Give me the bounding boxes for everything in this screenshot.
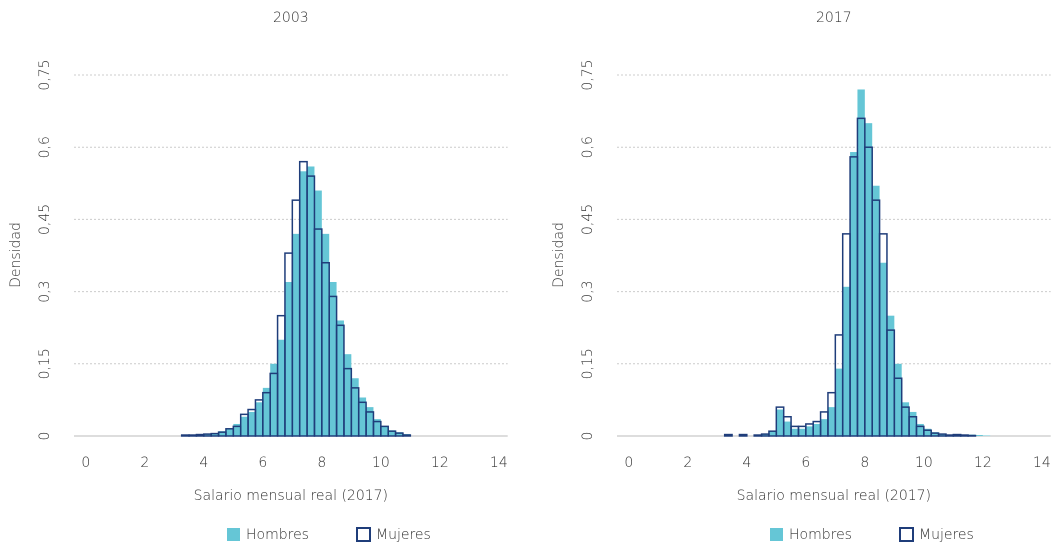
y-tick-label: 0 (37, 432, 53, 441)
chart-title: 2003 (273, 10, 309, 26)
histogram-bar (285, 282, 292, 436)
histogram-bar (248, 412, 255, 436)
x-axis-label: Salario mensual real (2017) (737, 488, 931, 504)
y-axis-label: Densidad (8, 222, 24, 288)
x-tick-label: 10 (372, 455, 390, 471)
histogram-bar (813, 424, 820, 436)
legend-label: Mujeres (919, 527, 974, 543)
histogram-bar (975, 435, 982, 436)
histogram-bar (300, 171, 307, 436)
x-tick-label: 6 (258, 455, 267, 471)
x-axis-label: Salario mensual real (2017) (194, 488, 388, 504)
histogram-bar (843, 287, 850, 436)
histogram-bar (857, 89, 864, 436)
histogram-bar (292, 234, 299, 436)
y-axis-label: Densidad (551, 222, 567, 288)
histogram-bar (255, 402, 262, 436)
y-tick-label: 0,15 (37, 348, 53, 379)
histogram-bar (725, 435, 732, 436)
histogram-bar (314, 191, 321, 436)
y-tick-label: 0,6 (37, 136, 53, 158)
histogram-bar (278, 340, 285, 436)
histogram-bar (776, 410, 783, 436)
histogram-bar (329, 282, 336, 436)
y-tick-label: 0 (580, 432, 596, 441)
x-tick-label: 6 (801, 455, 810, 471)
histogram-bar (953, 435, 960, 436)
x-tick-label: 12 (974, 455, 992, 471)
histogram-bar (344, 354, 351, 436)
y-tick-label: 0,45 (37, 204, 53, 235)
histogram-bar (739, 435, 746, 436)
legend-swatch (770, 528, 783, 541)
y-tick-label: 0,3 (37, 280, 53, 302)
histogram-bar (880, 263, 887, 436)
x-tick-label: 12 (431, 455, 449, 471)
y-tick-label: 0,75 (37, 59, 53, 90)
y-tick-label: 0,45 (580, 204, 596, 235)
x-tick-label: 14 (1033, 455, 1051, 471)
x-tick-label: 2 (140, 455, 149, 471)
histogram-bar (241, 417, 248, 436)
histogram-bar (307, 166, 314, 436)
legend-swatch (227, 528, 240, 541)
histogram-bar (337, 320, 344, 436)
x-tick-label: 0 (624, 455, 633, 471)
histogram-bar (828, 407, 835, 436)
histogram-bar (887, 316, 894, 436)
x-tick-label: 2 (683, 455, 692, 471)
histogram-bar (189, 435, 196, 436)
chart-title: 2017 (816, 10, 852, 26)
histogram-bar (226, 429, 233, 436)
histogram-bar (196, 435, 203, 436)
legend-label: Hombres (789, 527, 852, 543)
histogram-bar (865, 123, 872, 436)
y-tick-label: 0,3 (580, 280, 596, 302)
x-tick-label: 0 (81, 455, 90, 471)
histogram-bar (909, 412, 916, 436)
histogram-bar (784, 422, 791, 436)
y-tick-label: 0,6 (580, 136, 596, 158)
histogram-bar (850, 152, 857, 436)
histogram-bar (270, 364, 277, 436)
legend-label: Hombres (246, 527, 309, 543)
x-tick-label: 10 (915, 455, 933, 471)
histogram-bar (381, 426, 388, 436)
histogram-bar (359, 397, 366, 436)
x-tick-label: 4 (742, 455, 751, 471)
legend-label: Mujeres (376, 527, 431, 543)
histogram-bar (961, 435, 968, 436)
legend-swatch (900, 528, 913, 541)
x-tick-label: 8 (317, 455, 326, 471)
histogram-bar (322, 234, 329, 436)
x-tick-label: 14 (490, 455, 508, 471)
histogram-bar (351, 378, 358, 436)
histogram-bar (821, 419, 828, 436)
legend-swatch (357, 528, 370, 541)
histogram-bar (403, 435, 410, 436)
histogram-bar (754, 435, 761, 436)
histogram-bar (835, 369, 842, 436)
histogram-bar (946, 435, 953, 436)
histogram-bar (872, 186, 879, 436)
y-tick-label: 0,15 (580, 348, 596, 379)
histogram-bar (182, 435, 189, 436)
x-tick-label: 4 (199, 455, 208, 471)
histogram-bar (806, 426, 813, 436)
y-tick-label: 0,75 (580, 59, 596, 90)
histogram-bar (894, 364, 901, 436)
histogram-bar (263, 388, 270, 436)
histogram-bar (791, 429, 798, 436)
x-tick-label: 8 (860, 455, 869, 471)
histogram-bar (798, 429, 805, 436)
